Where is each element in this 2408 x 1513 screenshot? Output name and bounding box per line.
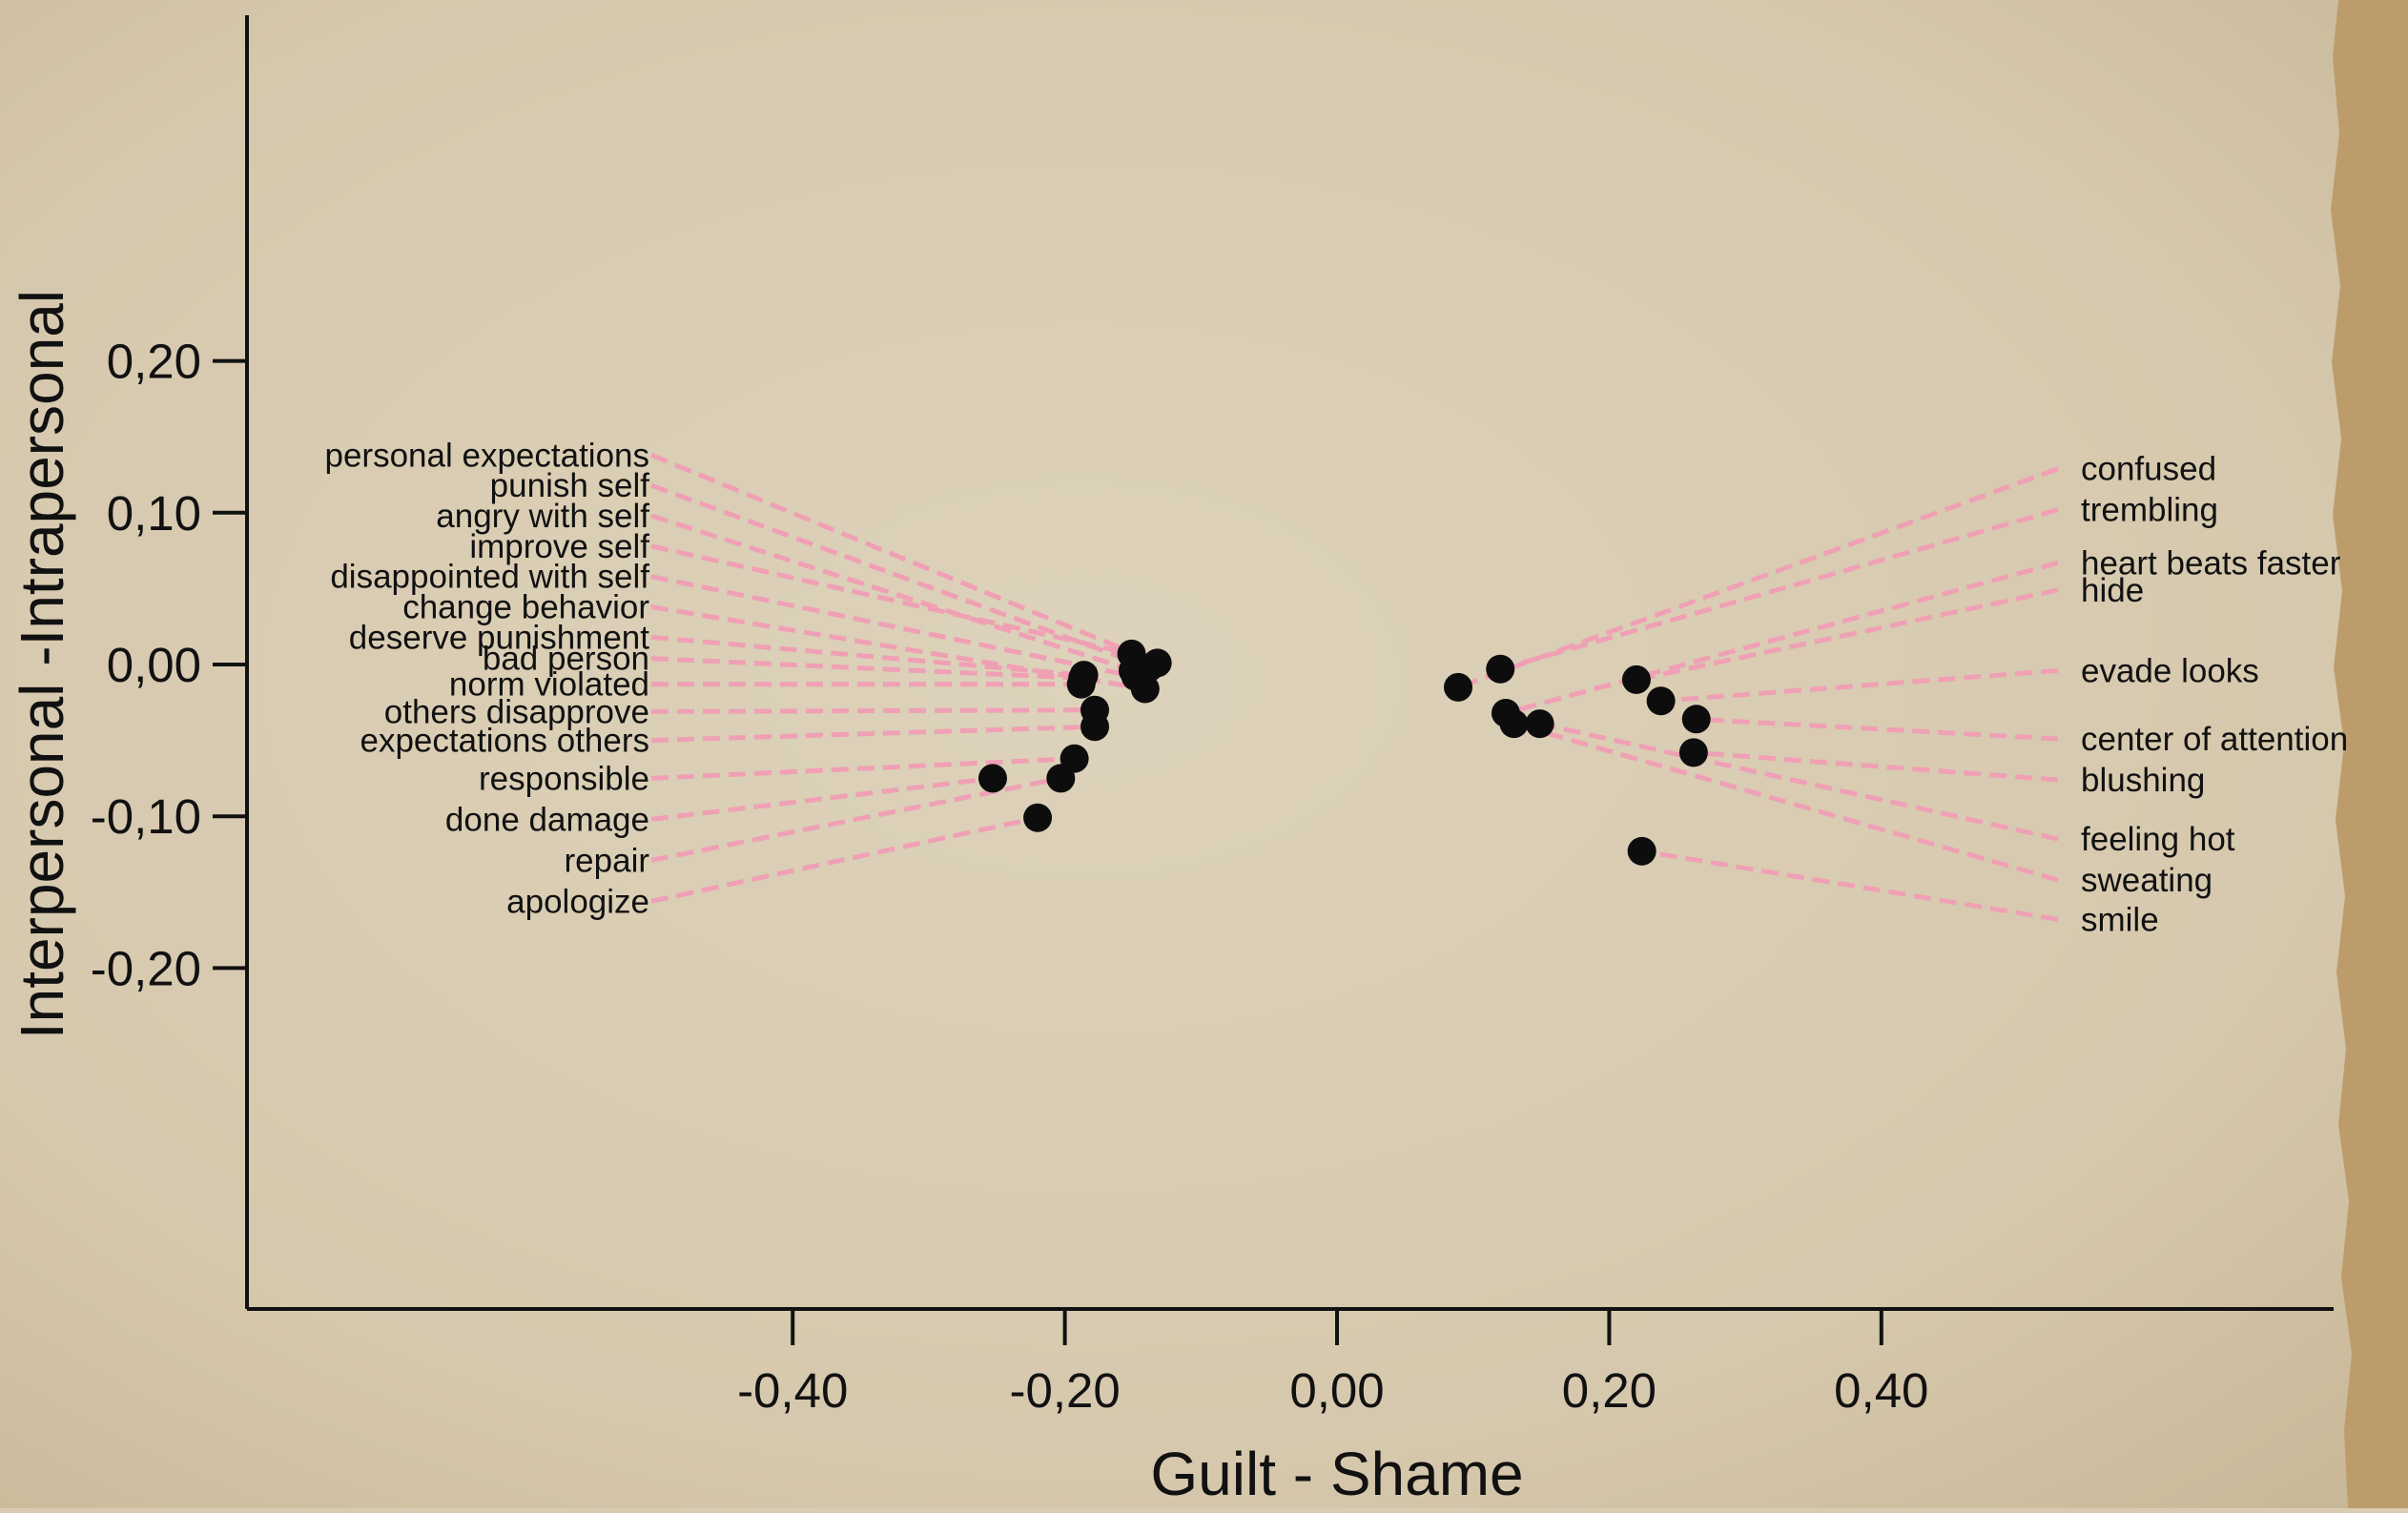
data-point bbox=[1681, 705, 1711, 734]
leader-line bbox=[1693, 749, 2059, 783]
point-label: change behavior bbox=[402, 589, 649, 626]
point-label: done damage bbox=[445, 801, 649, 838]
data-point bbox=[1627, 836, 1657, 866]
point-label: sweating bbox=[2081, 862, 2212, 899]
point-label: angry with self bbox=[436, 498, 649, 535]
data-point bbox=[1117, 639, 1146, 668]
leader-line bbox=[650, 724, 1096, 744]
data-point bbox=[1678, 738, 1708, 767]
point-label: blushing bbox=[2081, 762, 2205, 799]
leader-line bbox=[1499, 507, 2059, 672]
data-point bbox=[1525, 709, 1554, 739]
leader-line bbox=[650, 634, 1084, 678]
leader-line bbox=[650, 543, 1133, 657]
x-tick-label: 0,20 bbox=[1562, 1363, 1657, 1418]
leader-line bbox=[650, 756, 1075, 781]
y-axis-title: Interpersonal -Intrapersonal bbox=[8, 290, 76, 1039]
point-label: expectations others bbox=[360, 723, 649, 760]
data-point bbox=[1023, 803, 1053, 832]
point-label: center of attention bbox=[2081, 721, 2348, 758]
point-label: disappointed with self bbox=[330, 559, 649, 596]
x-tick-label: 0,40 bbox=[1834, 1363, 1928, 1418]
point-label: deserve punishment bbox=[349, 619, 649, 656]
point-label: evade looks bbox=[2081, 652, 2259, 689]
leader-line bbox=[1505, 560, 2059, 716]
data-point bbox=[978, 764, 1007, 793]
x-tick-label: -0,20 bbox=[1009, 1363, 1120, 1418]
data-point bbox=[1486, 654, 1515, 684]
leader-line bbox=[650, 815, 1039, 904]
paper-torn-edge bbox=[2331, 0, 2408, 1508]
x-tick-label: -0,40 bbox=[737, 1363, 848, 1418]
leader-line bbox=[1636, 587, 2059, 683]
y-tick-label: -0,10 bbox=[91, 789, 201, 844]
leader-line bbox=[650, 452, 1159, 665]
data-point bbox=[1066, 669, 1096, 699]
y-tick-label: 0,20 bbox=[107, 335, 201, 389]
x-tick-label: 0,00 bbox=[1289, 1363, 1384, 1418]
leader-line bbox=[650, 775, 994, 822]
point-label: bad person bbox=[483, 641, 649, 678]
point-label: improve self bbox=[469, 528, 649, 565]
data-points bbox=[978, 639, 1711, 866]
leader-line bbox=[1660, 667, 2059, 704]
point-label: confused bbox=[2081, 451, 2216, 488]
leader-line bbox=[1513, 721, 2059, 883]
leader-line bbox=[650, 656, 1083, 681]
x-axis-title: Guilt - Shame bbox=[1150, 1440, 1523, 1508]
point-label: personal expectations bbox=[325, 437, 650, 474]
point-label: feeling hot bbox=[2081, 821, 2235, 858]
data-point bbox=[1621, 664, 1651, 694]
data-point bbox=[1046, 764, 1076, 793]
y-tick-label: 0,10 bbox=[107, 486, 201, 541]
point-label: punish self bbox=[490, 467, 650, 504]
axes: -0,20 -0,10 0,00 0,10 0,20 -0,40 -0,20 0,00 0,20… bbox=[91, 15, 2334, 1418]
y-tick-label: 0,00 bbox=[107, 638, 201, 692]
data-point bbox=[1080, 712, 1109, 742]
leader-line bbox=[650, 707, 1096, 714]
leader-line bbox=[650, 513, 1134, 673]
data-point bbox=[1130, 674, 1160, 704]
point-label: others disapprove bbox=[384, 693, 649, 730]
point-label: norm violated bbox=[449, 666, 649, 704]
point-label: repair bbox=[565, 842, 650, 879]
leader-line bbox=[650, 574, 1137, 680]
leader-line bbox=[1641, 849, 2059, 922]
point-label: apologize bbox=[506, 883, 649, 920]
point-label: heart beats faster bbox=[2081, 544, 2341, 582]
data-point bbox=[1646, 686, 1676, 716]
data-point bbox=[1444, 672, 1473, 702]
point-label: trembling bbox=[2081, 492, 2218, 529]
leader-line bbox=[1696, 716, 2059, 742]
point-label: smile bbox=[2081, 901, 2159, 938]
y-tick-label: -0,20 bbox=[91, 941, 201, 995]
leader-line bbox=[1539, 721, 2059, 842]
data-point bbox=[1499, 709, 1529, 739]
point-label: responsible bbox=[479, 760, 649, 797]
point-label: hide bbox=[2081, 572, 2144, 609]
